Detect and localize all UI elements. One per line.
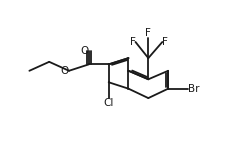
Text: F: F xyxy=(145,28,151,38)
Text: Br: Br xyxy=(188,84,199,94)
Text: O: O xyxy=(81,46,89,56)
Text: Cl: Cl xyxy=(103,98,114,108)
Text: F: F xyxy=(162,37,168,47)
Text: F: F xyxy=(130,37,135,47)
Text: O: O xyxy=(61,66,69,76)
